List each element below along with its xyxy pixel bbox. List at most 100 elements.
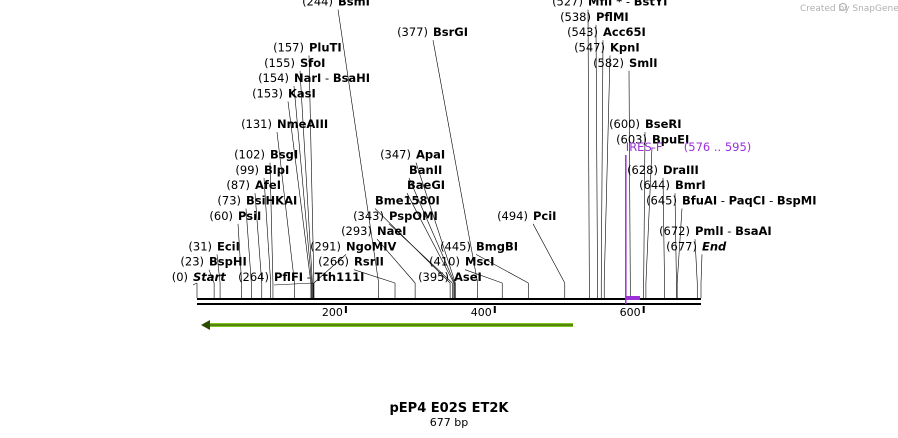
site-bpuei[interactable]: (603) BpuEI bbox=[616, 132, 689, 146]
site-msci[interactable]: (410) MscI bbox=[429, 255, 494, 269]
site-leader-31 bbox=[603, 55, 611, 284]
site-smli[interactable]: (582) SmlI bbox=[593, 56, 657, 70]
site-name: SmlI bbox=[629, 56, 658, 70]
site-leader-1 bbox=[208, 269, 215, 284]
orf-arrow[interactable] bbox=[201, 320, 573, 330]
credit-text: Created by SnapGene bbox=[800, 4, 898, 14]
site-position: (291) bbox=[310, 239, 341, 253]
site-bfuai[interactable]: (645) BfuAI - PaqCI - BspMI bbox=[646, 194, 816, 208]
site-leader-5 bbox=[254, 193, 263, 284]
site-alias: BstYI bbox=[634, 0, 668, 9]
site-position: (603) bbox=[616, 132, 647, 146]
site-end[interactable]: (677) End bbox=[666, 239, 727, 253]
site-lines bbox=[192, 9, 703, 298]
site-leader-24 bbox=[464, 269, 503, 284]
map-title: pEP4 E02S ET2K bbox=[389, 401, 509, 416]
feature-ires-f[interactable]: IRES-F (576 .. 595) bbox=[625, 140, 752, 304]
site-position: (87) bbox=[226, 178, 250, 192]
site-name: BsgI bbox=[270, 148, 298, 162]
site-asei[interactable]: (395) AseI bbox=[418, 270, 482, 284]
site-leader-19 bbox=[374, 208, 451, 284]
ruler-label-400: 400 bbox=[471, 306, 492, 319]
snapgene-credit: Created by SnapGene bbox=[800, 3, 898, 14]
site-position: (244) bbox=[302, 0, 333, 9]
site-name: BsiHKAI bbox=[246, 194, 297, 208]
site-leader-22 bbox=[415, 162, 456, 284]
ruler: 200 400 600 bbox=[322, 306, 645, 319]
site-apai[interactable]: (347) ApaI bbox=[380, 148, 445, 162]
site-position: (99) bbox=[235, 163, 259, 177]
site-position: (395) bbox=[418, 270, 449, 284]
site-labels: (0) Start(23) BspHI (31) EciI (60) PsiI(73) Bsi… bbox=[172, 0, 817, 284]
site-alias: BsaAI bbox=[735, 224, 772, 238]
site-pcii[interactable]: (494) PciI bbox=[497, 209, 556, 223]
site-leader-37 bbox=[676, 208, 683, 284]
site-bsgi[interactable]: (102) BsgI bbox=[234, 148, 298, 162]
site-bmgbi[interactable]: (445) BmgBI bbox=[440, 239, 518, 253]
site-mfli[interactable]: (527) MflI * - BstYI bbox=[552, 0, 667, 9]
site-separator: - bbox=[622, 0, 633, 9]
site-leader-13 bbox=[273, 282, 314, 286]
site-pspomi[interactable]: (343) PspOMI bbox=[353, 209, 438, 223]
site-ngomiv[interactable]: (291) NgoMIV bbox=[310, 239, 396, 253]
site-kpni[interactable]: (547) KpnI bbox=[574, 41, 640, 55]
site-leader-34 bbox=[645, 147, 653, 284]
site-name: KasI bbox=[288, 86, 316, 100]
site-name: BspHI bbox=[209, 255, 247, 269]
feature-bar bbox=[625, 296, 640, 300]
site-position: (494) bbox=[497, 209, 528, 223]
site-baegi[interactable]: BaeGI bbox=[407, 178, 445, 192]
site-bsrgi[interactable]: (377) BsrGI bbox=[397, 25, 468, 39]
site-bsphi[interactable]: (23) BspHI bbox=[180, 255, 246, 269]
site-pluti[interactable]: (157) PluTI bbox=[273, 41, 342, 55]
site-pflmi[interactable]: (538) PflMI bbox=[560, 10, 629, 24]
site-bsihkai[interactable]: (73) BsiHKAI bbox=[217, 194, 297, 208]
site-leader-27 bbox=[532, 223, 566, 284]
site-bmri[interactable]: (644) BmrI bbox=[639, 178, 706, 192]
site-ecii[interactable]: (31) EciI bbox=[188, 239, 240, 253]
site-bsmi[interactable]: (244) BsmI bbox=[302, 0, 370, 9]
site-name: PmlI - BsaAI bbox=[695, 224, 772, 238]
site-banii[interactable]: BanII bbox=[409, 163, 442, 177]
site-bseri[interactable]: (600) BseRI bbox=[609, 117, 681, 131]
site-psii[interactable]: (60) PsiI bbox=[209, 209, 261, 223]
site-position: (538) bbox=[560, 10, 591, 24]
site-name: ApaI bbox=[416, 148, 445, 162]
site-position: (153) bbox=[252, 86, 283, 100]
site-name: BaeGI bbox=[407, 178, 445, 192]
site-leader-14 bbox=[313, 254, 347, 284]
site-position: (31) bbox=[188, 239, 212, 253]
site-afei[interactable]: (87) AfeI bbox=[226, 178, 281, 192]
site-leader-9 bbox=[287, 101, 312, 284]
site-kasi[interactable]: (153) KasI bbox=[252, 86, 316, 100]
site-name: SfoI bbox=[300, 56, 325, 70]
site-naei[interactable]: (293) NaeI bbox=[341, 224, 406, 238]
site-position: (102) bbox=[234, 148, 265, 162]
site-position: (293) bbox=[341, 224, 372, 238]
site-nmeaiii[interactable]: (131) NmeAIII bbox=[241, 117, 328, 131]
site-position: (377) bbox=[397, 25, 428, 39]
site-position: (628) bbox=[627, 163, 658, 177]
site-draiii[interactable]: (628) DraIII bbox=[627, 163, 699, 177]
site-blpi[interactable]: (99) BlpI bbox=[235, 163, 289, 177]
site-leader-11 bbox=[299, 70, 313, 284]
site-leader-28 bbox=[587, 9, 590, 284]
site-position: (266) bbox=[318, 255, 349, 269]
site-rsrii[interactable]: (266) RsrII bbox=[318, 255, 384, 269]
site-nari[interactable]: (154) NarI - BsaHI bbox=[258, 71, 370, 85]
site-leader-8 bbox=[276, 131, 295, 284]
site-name: PflMI bbox=[596, 10, 629, 24]
site-name: PspOMI bbox=[389, 209, 438, 223]
site-pflfi[interactable]: (264) PflFI - Tth111I bbox=[238, 270, 364, 284]
site-position: (154) bbox=[258, 71, 289, 85]
site-sfoi[interactable]: (155) SfoI bbox=[264, 56, 325, 70]
site-leader-33 bbox=[643, 131, 646, 284]
site-name: BanII bbox=[409, 163, 442, 177]
site-leader-29 bbox=[595, 24, 598, 284]
site-acc65i[interactable]: (543) Acc65I bbox=[567, 25, 646, 39]
site-pmli[interactable]: (672) PmlI - BsaAI bbox=[659, 224, 772, 238]
site-name: PflFI - Tth111I bbox=[274, 270, 364, 284]
site-bme1580i[interactable]: Bme1580I bbox=[375, 194, 440, 208]
site-separator: - bbox=[765, 194, 776, 208]
site-start[interactable]: (0) Start bbox=[172, 270, 227, 284]
